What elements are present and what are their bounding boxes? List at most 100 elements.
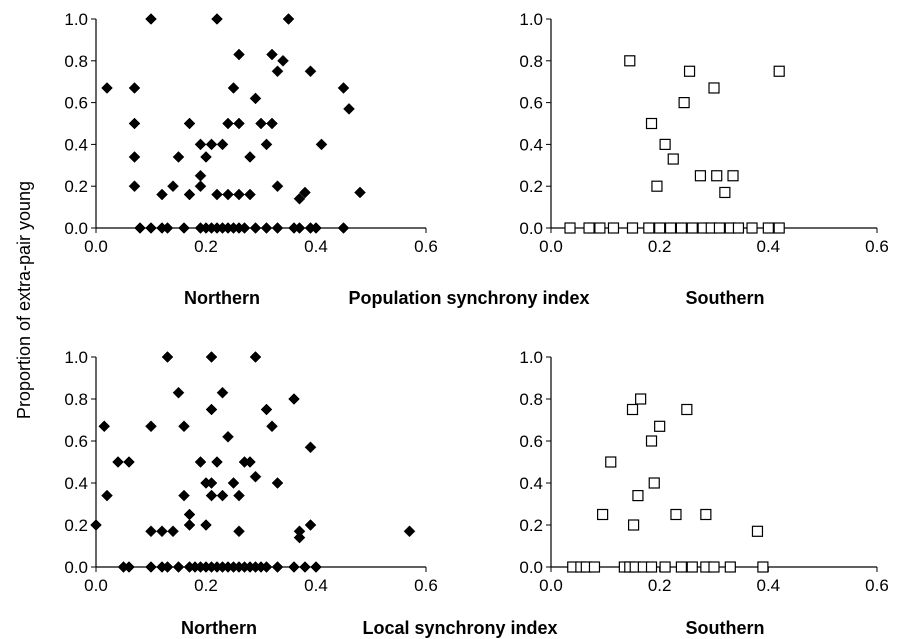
x-tick-label: 0.6 xyxy=(414,576,438,595)
data-point xyxy=(172,561,185,573)
data-point xyxy=(167,180,179,193)
panel-southern-local: 0.0 0.2 0.4 0.6 0.8 1.0 0.0 0.2 0.4 0.6 xyxy=(519,348,888,595)
x-tick-label: 0.2 xyxy=(648,237,672,256)
data-point xyxy=(773,222,785,234)
data-point xyxy=(249,222,262,234)
data-point xyxy=(299,561,311,573)
data-point xyxy=(227,82,240,94)
data-point xyxy=(266,420,278,433)
data-point xyxy=(645,435,658,447)
data-point xyxy=(751,525,764,537)
data-point xyxy=(708,82,720,94)
y-tick-label: 0.4 xyxy=(64,474,88,493)
x-tick-label: 0.6 xyxy=(865,237,889,256)
data-point xyxy=(145,561,157,573)
data-point xyxy=(627,519,640,531)
data-point xyxy=(222,188,234,201)
x-tick-label: 0.2 xyxy=(194,576,218,595)
data-point xyxy=(724,561,736,573)
data-point xyxy=(683,65,696,77)
data-point xyxy=(123,456,135,468)
data-point xyxy=(271,561,284,573)
data-point xyxy=(90,519,102,531)
panel-northern-population: 0.0 0.2 0.4 0.6 0.8 1.0 0.0 0.2 0.4 0.6 xyxy=(64,10,437,256)
data-point xyxy=(183,519,196,531)
data-point xyxy=(244,151,256,163)
data-point xyxy=(659,561,671,573)
data-point xyxy=(626,222,639,234)
y-tick-label: 0.0 xyxy=(519,558,543,577)
data-point xyxy=(762,222,774,234)
data-point xyxy=(249,92,262,105)
data-point xyxy=(233,525,245,538)
data-point xyxy=(271,222,284,234)
y-tick-label: 1.0 xyxy=(64,348,88,367)
data-point xyxy=(128,82,141,94)
row1-right-label: Southern xyxy=(686,288,765,308)
data-point xyxy=(700,508,712,521)
data-point xyxy=(757,561,769,573)
data-point xyxy=(686,222,698,234)
data-point xyxy=(178,222,190,234)
data-point xyxy=(255,117,267,130)
data-point xyxy=(260,222,273,234)
data-point xyxy=(594,222,606,234)
y-tick-label: 0.4 xyxy=(519,474,543,493)
data-point xyxy=(626,403,639,416)
data-point xyxy=(205,489,218,502)
data-point xyxy=(244,188,256,201)
data-point xyxy=(161,561,174,573)
data-point xyxy=(605,456,617,468)
data-point xyxy=(711,170,723,182)
data-point xyxy=(354,186,366,199)
data-point xyxy=(260,138,273,151)
data-point xyxy=(681,403,693,416)
y-tick-label: 0.0 xyxy=(64,219,88,238)
data-point xyxy=(194,180,207,193)
data-point xyxy=(200,519,212,531)
y-tick-label: 0.0 xyxy=(519,219,543,238)
data-point xyxy=(670,508,682,521)
row1-left-label: Northern xyxy=(184,288,260,308)
data-point xyxy=(708,561,720,573)
data-point xyxy=(648,477,660,489)
data-point xyxy=(249,351,262,363)
data-point xyxy=(227,477,240,489)
data-point xyxy=(713,222,726,234)
y-tick-label: 0.2 xyxy=(519,177,543,196)
y-tick-label: 0.6 xyxy=(64,432,88,451)
data-point xyxy=(304,65,317,78)
data-point xyxy=(249,470,262,483)
data-point xyxy=(773,65,785,77)
data-point xyxy=(211,188,223,201)
data-point xyxy=(161,351,174,363)
data-point xyxy=(233,188,245,201)
data-point xyxy=(597,508,609,521)
data-point xyxy=(282,13,295,25)
data-point xyxy=(156,188,168,201)
data-point xyxy=(233,489,245,502)
y-tick-label: 0.4 xyxy=(519,135,543,154)
data-point xyxy=(746,222,758,234)
y-tick-label: 1.0 xyxy=(64,10,88,29)
data-point xyxy=(266,48,278,61)
x-tick-label: 0.4 xyxy=(304,576,328,595)
data-point xyxy=(205,403,218,416)
data-point xyxy=(145,13,157,25)
x-tick-label: 0.2 xyxy=(648,576,672,595)
data-point xyxy=(172,151,185,163)
data-point xyxy=(583,222,595,234)
x-tick-label: 0.4 xyxy=(757,576,781,595)
data-point xyxy=(337,222,350,234)
y-tick-label: 1.0 xyxy=(519,348,543,367)
x-tick-label: 0.4 xyxy=(757,237,781,256)
x-tick-label: 0.4 xyxy=(304,237,328,256)
data-point xyxy=(732,222,745,234)
y-tick-label: 0.8 xyxy=(64,52,88,71)
data-point xyxy=(293,192,306,205)
data-point xyxy=(719,186,731,199)
data-point xyxy=(293,222,306,234)
data-point xyxy=(293,531,306,544)
data-point xyxy=(238,222,251,234)
